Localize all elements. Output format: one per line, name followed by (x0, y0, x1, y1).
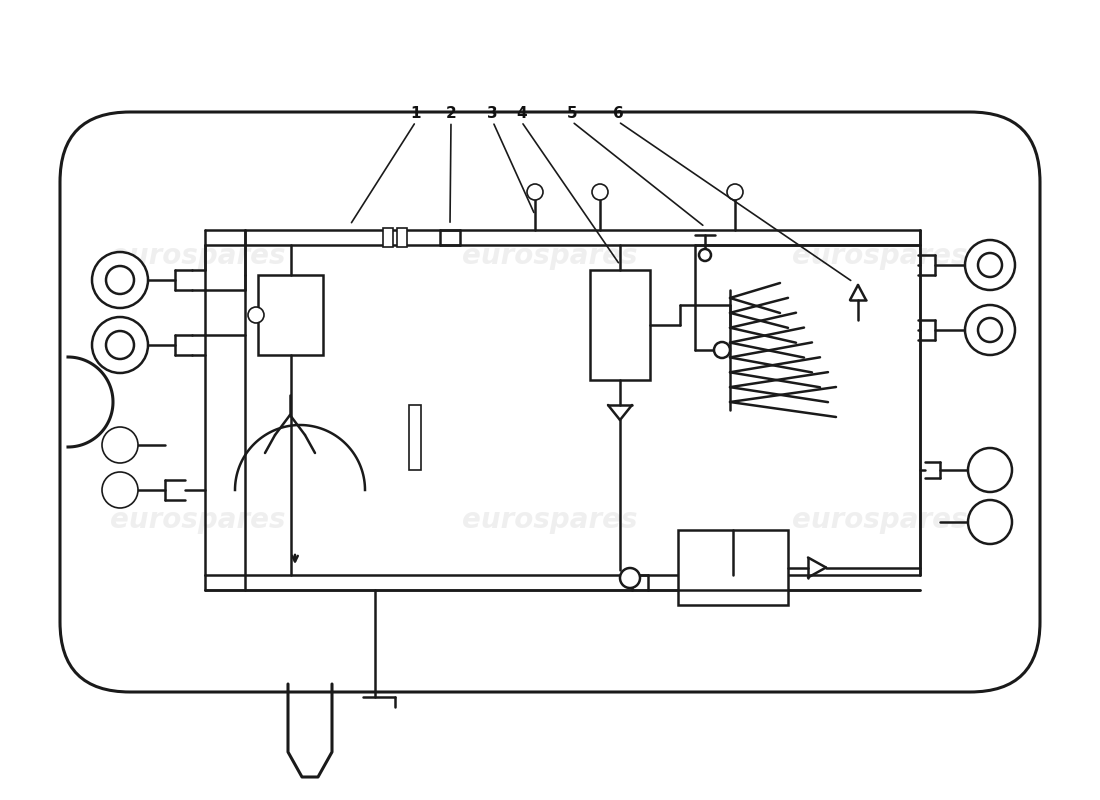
Bar (590, 270, 650, 380)
Circle shape (698, 249, 711, 261)
Circle shape (106, 266, 134, 294)
Text: 3: 3 (487, 106, 498, 121)
Circle shape (968, 500, 1012, 544)
Circle shape (592, 184, 608, 200)
Circle shape (102, 427, 138, 463)
Circle shape (92, 317, 148, 373)
Circle shape (714, 342, 730, 358)
Bar (258, 275, 323, 355)
Text: eurospares: eurospares (462, 506, 638, 534)
Text: 5: 5 (566, 106, 578, 121)
Circle shape (102, 472, 138, 508)
Bar (409, 405, 421, 470)
Text: eurospares: eurospares (110, 506, 286, 534)
Text: eurospares: eurospares (792, 506, 968, 534)
Circle shape (92, 252, 148, 308)
Text: eurospares: eurospares (110, 242, 286, 270)
Circle shape (978, 253, 1002, 277)
Text: eurospares: eurospares (792, 242, 968, 270)
Circle shape (620, 568, 640, 588)
Text: 1: 1 (410, 106, 421, 121)
Circle shape (527, 184, 543, 200)
Circle shape (978, 318, 1002, 342)
Bar (383, 228, 393, 247)
Circle shape (248, 307, 264, 323)
Bar (397, 228, 407, 247)
Circle shape (968, 448, 1012, 492)
Circle shape (965, 305, 1015, 355)
Bar (678, 530, 788, 605)
Text: 6: 6 (613, 106, 624, 121)
Circle shape (106, 331, 134, 359)
Circle shape (727, 184, 742, 200)
Text: 2: 2 (446, 106, 456, 121)
FancyBboxPatch shape (60, 112, 1040, 692)
Circle shape (965, 240, 1015, 290)
Text: 4: 4 (516, 106, 527, 121)
Text: eurospares: eurospares (462, 242, 638, 270)
